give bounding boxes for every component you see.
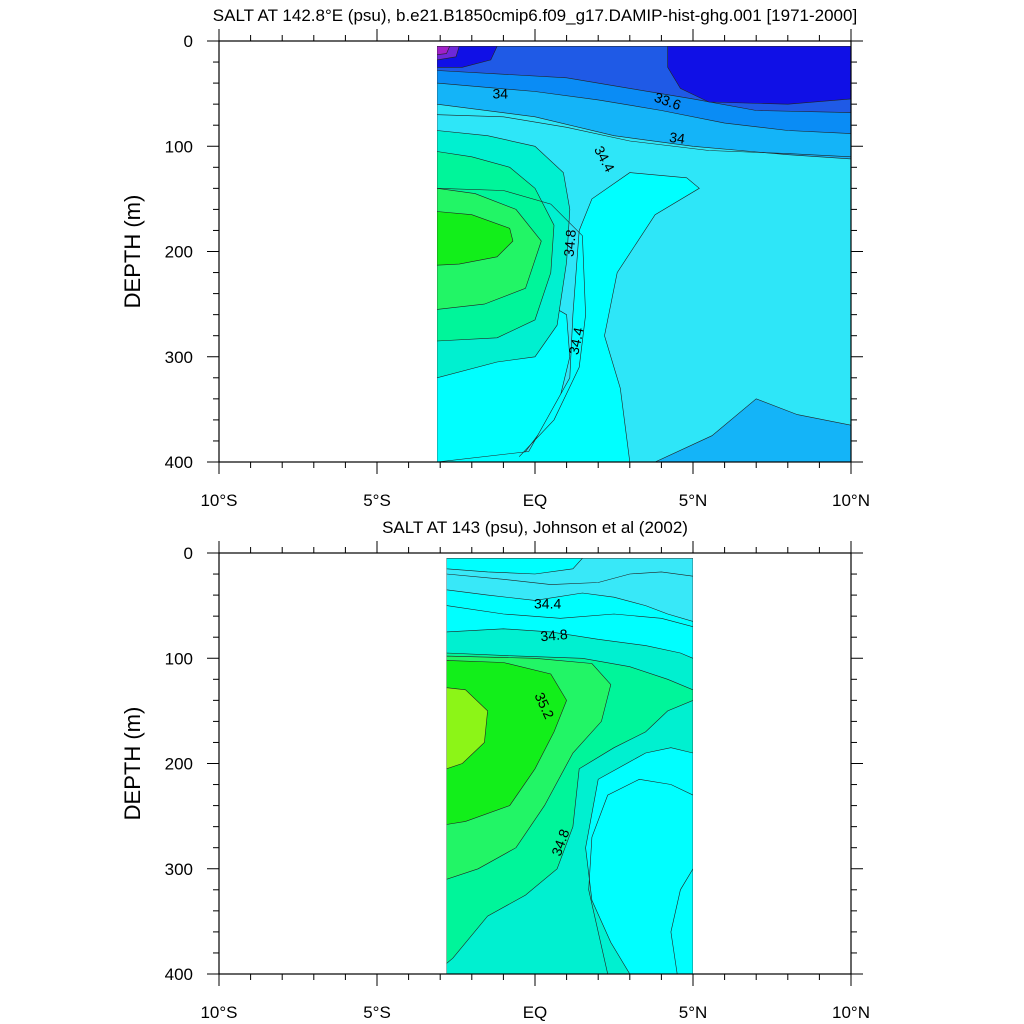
y-tick-label: 200 <box>165 243 193 262</box>
chart-title: SALT AT 142.8°E (psu), b.e21.B1850cmip6.… <box>213 6 857 25</box>
y-axis-label: DEPTH (m) <box>120 707 145 821</box>
contour-label: 34.4 <box>534 596 561 612</box>
x-tick-label: 5°N <box>679 491 708 510</box>
y-tick-label: 0 <box>184 32 193 51</box>
y-tick-label: 100 <box>165 137 193 156</box>
y-tick-label: 300 <box>165 860 193 879</box>
contour-region-lime <box>446 687 488 770</box>
contour-line <box>437 114 851 158</box>
x-tick-label: 10°S <box>200 491 237 510</box>
y-tick-label: 400 <box>165 453 193 472</box>
x-tick-label: EQ <box>523 1003 548 1022</box>
contour-label: 34 <box>668 129 686 147</box>
y-tick-label: 300 <box>165 348 193 367</box>
contour-line <box>588 778 693 974</box>
chart-title: SALT AT 143 (psu), Johnson et al (2002) <box>382 518 688 537</box>
contour-line <box>670 868 693 974</box>
x-tick-label: 5°S <box>363 1003 391 1022</box>
contour-label: 34.8 <box>561 229 579 258</box>
contour-region-deep_blue <box>667 46 851 105</box>
contour-region-cyan <box>437 172 700 462</box>
contour-line <box>446 605 693 627</box>
contour-region-sky <box>654 398 851 462</box>
contour-label: 34.8 <box>540 626 569 644</box>
panel-model: SALT AT 142.8°E (psu), b.e21.B1850cmip6.… <box>120 6 870 510</box>
contour-line <box>446 571 693 585</box>
x-tick-label: 10°N <box>832 1003 870 1022</box>
x-tick-label: EQ <box>523 491 548 510</box>
panel-observations: SALT AT 143 (psu), Johnson et al (2002) D… <box>120 518 870 1022</box>
contour-region-cyan <box>446 558 583 575</box>
contour-label: 34 <box>492 86 508 102</box>
y-tick-label: 200 <box>165 755 193 774</box>
x-tick-label: 10°S <box>200 1003 237 1022</box>
contour-line <box>437 188 586 457</box>
contour-label: 34.4 <box>565 326 586 356</box>
x-tick-label: 10°N <box>832 491 870 510</box>
x-tick-label: 5°S <box>363 491 391 510</box>
x-tick-label: 5°N <box>679 1003 708 1022</box>
y-tick-label: 0 <box>184 544 193 563</box>
contour-region-magenta <box>437 46 451 55</box>
contour-fills <box>446 558 693 974</box>
y-axis-label: DEPTH (m) <box>120 195 145 309</box>
contour-fills <box>437 46 851 462</box>
y-tick-label: 400 <box>165 965 193 984</box>
contour-region-green <box>437 211 514 266</box>
y-tick-label: 100 <box>165 649 193 668</box>
